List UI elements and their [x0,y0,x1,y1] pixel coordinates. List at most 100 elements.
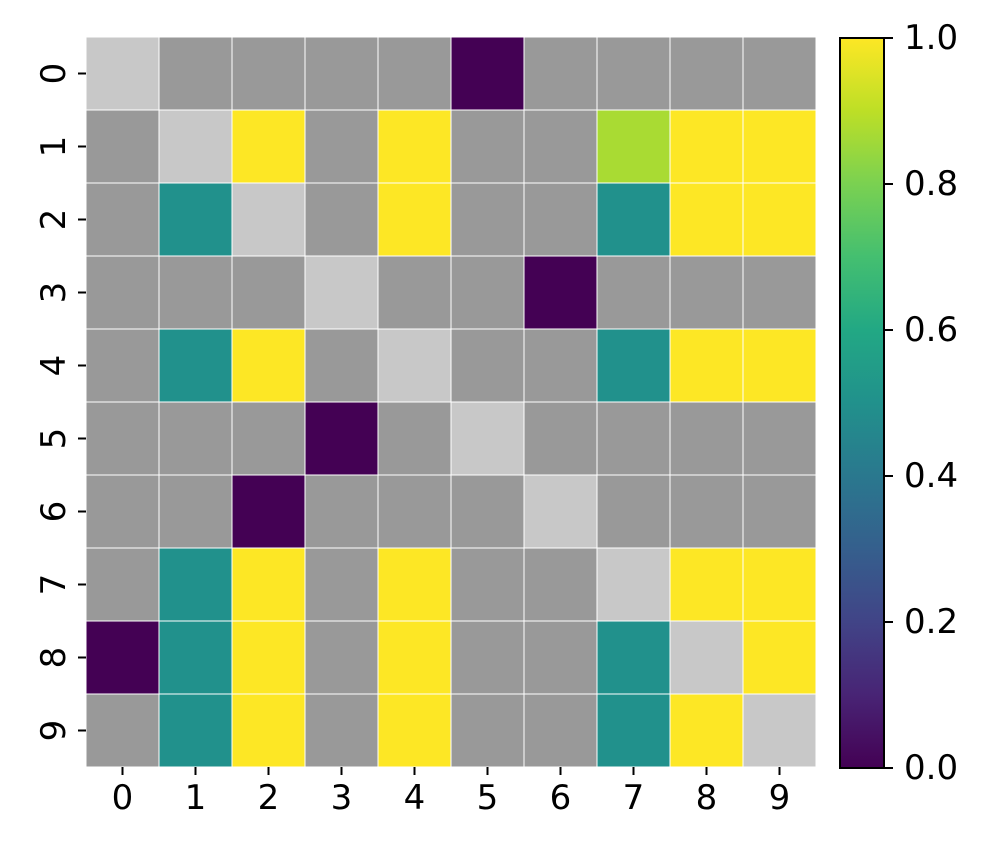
x-tick-label-9: 9 [769,778,791,818]
x-tick-label-3: 3 [331,778,353,818]
heatmap-cell-r8-c7 [596,620,671,695]
heatmap-cell-r1-c3 [304,109,379,184]
colorbar-tick-label-5: 1.0 [904,18,958,58]
heatmap-cell-r9-c6 [523,693,598,768]
heatmap-cell-r7-c7 [596,547,671,622]
heatmap-cell-r8-c2 [231,620,306,695]
heatmap-cell-r0-c2 [231,36,306,111]
heatmap-cell-r1-c1 [158,109,233,184]
y-axis: 0 1 2 3 4 5 6 7 8 9 [34,63,86,742]
heatmap-cell-r1-c9 [742,109,817,184]
heatmap-cell-r8-c9 [742,620,817,695]
heatmap-cell-r9-c4 [377,693,452,768]
y-tick-label-3: 3 [34,282,74,304]
y-tick-label-4: 4 [34,355,74,377]
heatmap-cell-r5-c7 [596,401,671,476]
heatmap-cell-r8-c0 [85,620,160,695]
y-tick-label-1: 1 [34,136,74,158]
heatmap-cell-r2-c3 [304,182,379,257]
heatmap-cell-r4-c0 [85,328,160,403]
heatmap-cell-r6-c5 [450,474,525,549]
heatmap-cell-r1-c6 [523,109,598,184]
heatmap-cell-r9-c5 [450,693,525,768]
heatmap-cell-r2-c6 [523,182,598,257]
y-tick-label-9: 9 [34,720,74,742]
heatmap-cell-r5-c6 [523,401,598,476]
y-tick-label-0: 0 [34,63,74,85]
heatmap-cell-r5-c3 [304,401,379,476]
y-tick-label-2: 2 [34,209,74,231]
heatmap-cell-r4-c4 [377,328,452,403]
heatmap-cell-r2-c2 [231,182,306,257]
heatmap-cell-r2-c8 [669,182,744,257]
heatmap-cell-r2-c0 [85,182,160,257]
heatmap-cell-r6-c4 [377,474,452,549]
heatmap-cells [85,36,817,768]
heatmap-cell-r4-c1 [158,328,233,403]
heatmap-cell-r8-c5 [450,620,525,695]
x-tick-label-4: 4 [404,778,426,818]
heatmap-cell-r3-c6 [523,255,598,330]
heatmap-cell-r9-c9 [742,693,817,768]
heatmap-cell-r4-c3 [304,328,379,403]
x-tick-label-1: 1 [185,778,207,818]
heatmap-cell-r3-c9 [742,255,817,330]
y-tick-label-8: 8 [34,647,74,669]
heatmap-cell-r1-c8 [669,109,744,184]
heatmap-cell-r4-c6 [523,328,598,403]
heatmap-cell-r7-c0 [85,547,160,622]
heatmap-cell-r0-c8 [669,36,744,111]
heatmap-cell-r3-c2 [231,255,306,330]
colorbar-tick-label-0: 0.0 [904,748,958,788]
heatmap-cell-r9-c0 [85,693,160,768]
heatmap-cell-r9-c3 [304,693,379,768]
heatmap-cell-r7-c1 [158,547,233,622]
heatmap-cell-r6-c6 [523,474,598,549]
y-tick-label-7: 7 [34,574,74,596]
x-tick-label-2: 2 [258,778,280,818]
heatmap-cell-r6-c7 [596,474,671,549]
heatmap-cell-r0-c5 [450,36,525,111]
colorbar-tick-label-2: 0.4 [904,456,958,496]
heatmap-cell-r7-c4 [377,547,452,622]
heatmap-cell-r1-c0 [85,109,160,184]
heatmap-cell-r7-c8 [669,547,744,622]
heatmap-cell-r1-c4 [377,109,452,184]
heatmap-cell-r6-c2 [231,474,306,549]
x-tick-label-5: 5 [477,778,499,818]
heatmap-cell-r4-c8 [669,328,744,403]
heatmap-cell-r7-c5 [450,547,525,622]
heatmap-cell-r3-c5 [450,255,525,330]
heatmap-cell-r7-c2 [231,547,306,622]
heatmap-cell-r9-c1 [158,693,233,768]
heatmap-cell-r8-c1 [158,620,233,695]
x-tick-label-7: 7 [623,778,645,818]
heatmap-cell-r6-c0 [85,474,160,549]
colorbar-tick-label-4: 0.8 [904,164,958,204]
x-tick-label-0: 0 [112,778,134,818]
heatmap-cell-r4-c7 [596,328,671,403]
colorbar-tick-label-1: 0.2 [904,602,958,642]
heatmap-cell-r9-c2 [231,693,306,768]
heatmap-cell-r1-c5 [450,109,525,184]
heatmap-cell-r4-c9 [742,328,817,403]
heatmap-cell-r1-c7 [596,109,671,184]
heatmap-cell-r5-c8 [669,401,744,476]
heatmap-cell-r0-c1 [158,36,233,111]
heatmap-cell-r8-c3 [304,620,379,695]
heatmap-cell-r2-c7 [596,182,671,257]
heatmap-cell-r5-c9 [742,401,817,476]
heatmap-cell-r0-c4 [377,36,452,111]
heatmap-cell-r8-c6 [523,620,598,695]
colorbar: 0.0 0.2 0.4 0.6 0.8 1.0 [839,18,958,788]
heatmap-cell-r3-c0 [85,255,160,330]
heatmap-cell-r6-c8 [669,474,744,549]
heatmap-cell-r4-c2 [231,328,306,403]
heatmap-cell-r5-c5 [450,401,525,476]
heatmap-cell-r3-c8 [669,255,744,330]
heatmap-cell-r1-c2 [231,109,306,184]
heatmap-cell-r6-c9 [742,474,817,549]
y-tick-label-6: 6 [34,501,74,523]
heatmap-cell-r3-c7 [596,255,671,330]
